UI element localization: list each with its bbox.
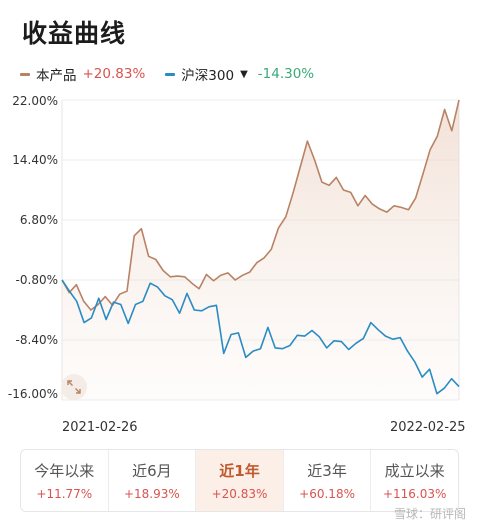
index-legend-swatch <box>165 72 176 76</box>
tab-1-year[interactable]: 近1年 +20.83% <box>196 450 284 511</box>
product-area-fill <box>62 100 459 400</box>
tab-label: 近1年 <box>219 462 260 480</box>
y-tick-label: -0.80% <box>16 273 58 287</box>
index-dropdown-icon[interactable]: ▼ <box>240 68 248 80</box>
tab-since-inception[interactable]: 成立以来 +116.03% <box>371 450 458 511</box>
product-legend-swatch <box>20 72 30 76</box>
x-axis-start-date: 2021-02-26 <box>62 420 138 435</box>
tab-value: +116.03% <box>382 487 447 501</box>
tab-6-months[interactable]: 近6月 +18.93% <box>109 450 197 511</box>
index-series-line <box>61 279 460 395</box>
y-tick-label: 14.40% <box>12 153 58 167</box>
x-axis-end-date: 2022-02-25 <box>390 420 466 435</box>
return-curve-chart[interactable]: 22.00% 14.40% 6.80% -0.80% -8.40% -16.00% <box>0 86 480 410</box>
watermark: 雪球：研评阁 <box>393 507 466 521</box>
y-tick-label: 6.80% <box>20 213 58 227</box>
tab-value: +18.93% <box>123 487 180 501</box>
tab-value: +11.77% <box>36 487 93 501</box>
tab-label: 成立以来 <box>384 462 445 480</box>
index-legend-name[interactable]: 沪深300 <box>181 68 235 84</box>
tab-label: 今年以来 <box>34 462 95 480</box>
tab-value: +20.83% <box>211 487 268 501</box>
tab-value: +60.18% <box>299 487 355 501</box>
tab-label: 近6月 <box>132 462 172 480</box>
zoom-button[interactable] <box>61 374 87 400</box>
tab-3-years[interactable]: 近3年 +60.18% <box>284 450 372 511</box>
product-legend-value: +20.83% <box>82 66 146 82</box>
product-legend-name: 本产品 <box>36 68 77 84</box>
page-title: 收益曲线 <box>22 19 127 48</box>
period-tabs: 今年以来 +11.77% 近6月 +18.93% 近1年 +20.83% 近3年… <box>20 449 459 512</box>
index-legend-value: -14.30% <box>257 66 315 82</box>
product-series-line <box>61 99 460 311</box>
expand-arrows-icon <box>67 380 81 394</box>
tab-label: 近3年 <box>307 462 347 480</box>
y-tick-label: -16.00% <box>8 387 58 401</box>
tab-ytd[interactable]: 今年以来 +11.77% <box>21 450 109 511</box>
legend: 本产品 +20.83% 沪深300 ▼ -14.30% <box>20 64 334 84</box>
y-tick-label: -8.40% <box>16 333 58 347</box>
y-tick-label: 22.00% <box>12 94 58 108</box>
